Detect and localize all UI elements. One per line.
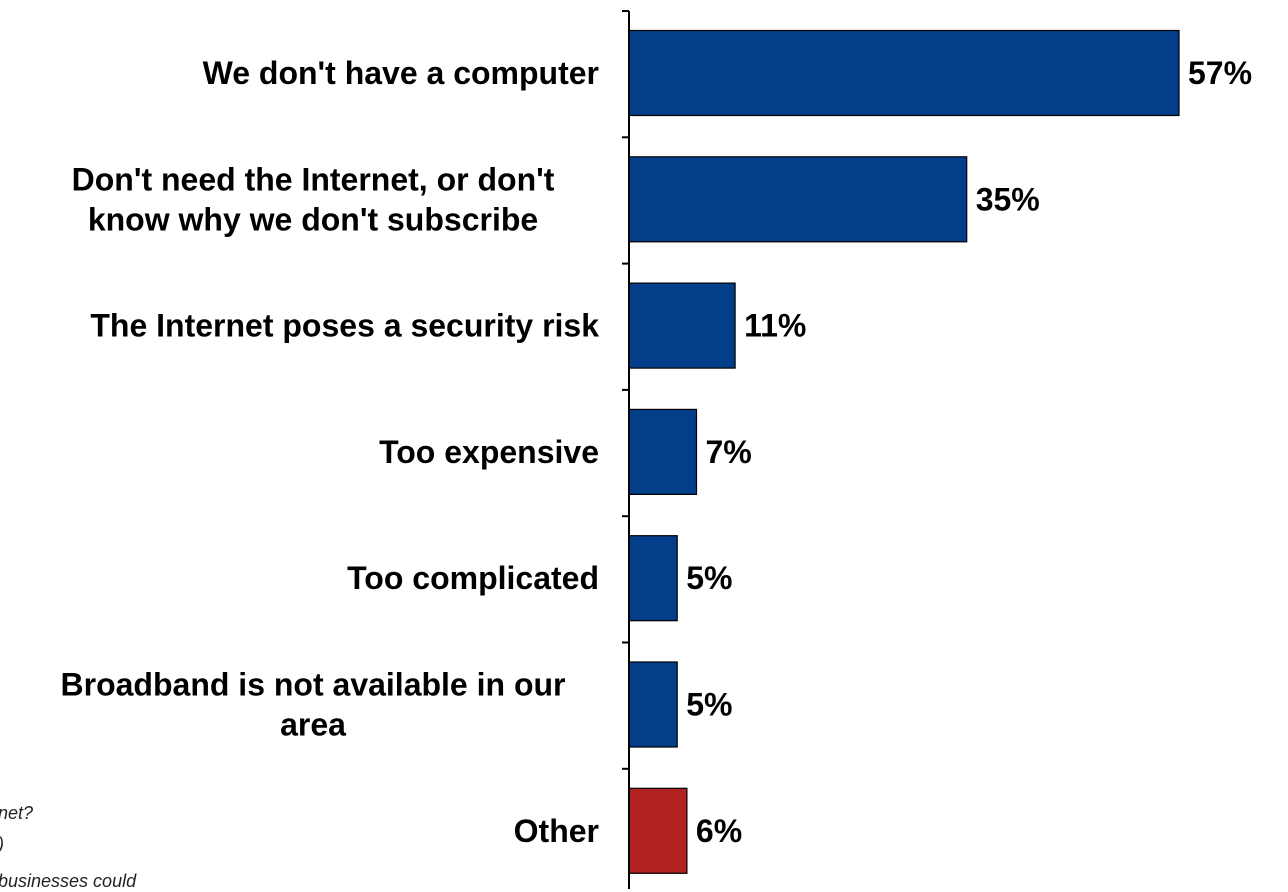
category-labels: We don't have a computer Don't need the I…: [61, 55, 600, 849]
category-label-2-line-0: The Internet poses a security risk: [90, 308, 599, 344]
footnote-line-3: businesses could: [0, 871, 137, 891]
value-label-0: 57%: [1188, 55, 1252, 91]
category-label-4-line-0: Too complicated: [347, 560, 599, 596]
category-label-5-line-0: Broadband is not available in our: [61, 667, 566, 703]
value-label-5: 5%: [686, 687, 732, 723]
category-label-5: Broadband is not available in our area: [61, 667, 566, 743]
category-label-0-line-0: We don't have a computer: [203, 55, 599, 91]
footnote-line-1: net?: [0, 803, 34, 823]
bar-3: [628, 408, 698, 495]
category-label-6: Other: [514, 813, 599, 849]
value-label-2: 11%: [744, 308, 806, 344]
value-label-4: 5%: [686, 560, 732, 596]
bar-2: [628, 282, 736, 369]
footnote-line-2: ): [0, 834, 4, 855]
value-labels: 57% 35% 11% 7% 5% 5% 6%: [686, 55, 1252, 849]
category-label-6-line-0: Other: [514, 813, 599, 849]
category-label-2: The Internet poses a security risk: [90, 308, 599, 344]
bar-1: [628, 156, 968, 243]
bar-5: [628, 661, 678, 748]
category-label-1-line-1: know why we don't subscribe: [88, 201, 538, 237]
category-label-1: Don't need the Internet, or don't know wh…: [72, 161, 555, 237]
category-label-3-line-0: Too expensive: [379, 434, 599, 470]
bars-group: [628, 29, 1180, 874]
value-label-3: 7%: [706, 434, 752, 470]
category-label-0: We don't have a computer: [203, 55, 599, 91]
bar-6: [628, 787, 688, 874]
value-label-1: 35%: [976, 181, 1040, 217]
category-label-4: Too complicated: [347, 560, 599, 596]
bar-0: [628, 29, 1180, 117]
y-axis: [622, 10, 630, 889]
value-label-6: 6%: [696, 813, 742, 849]
category-label-1-line-0: Don't need the Internet, or don't: [72, 161, 555, 197]
bar-4: [628, 535, 678, 622]
category-label-5-line-1: area: [280, 707, 346, 743]
category-label-3: Too expensive: [379, 434, 599, 470]
